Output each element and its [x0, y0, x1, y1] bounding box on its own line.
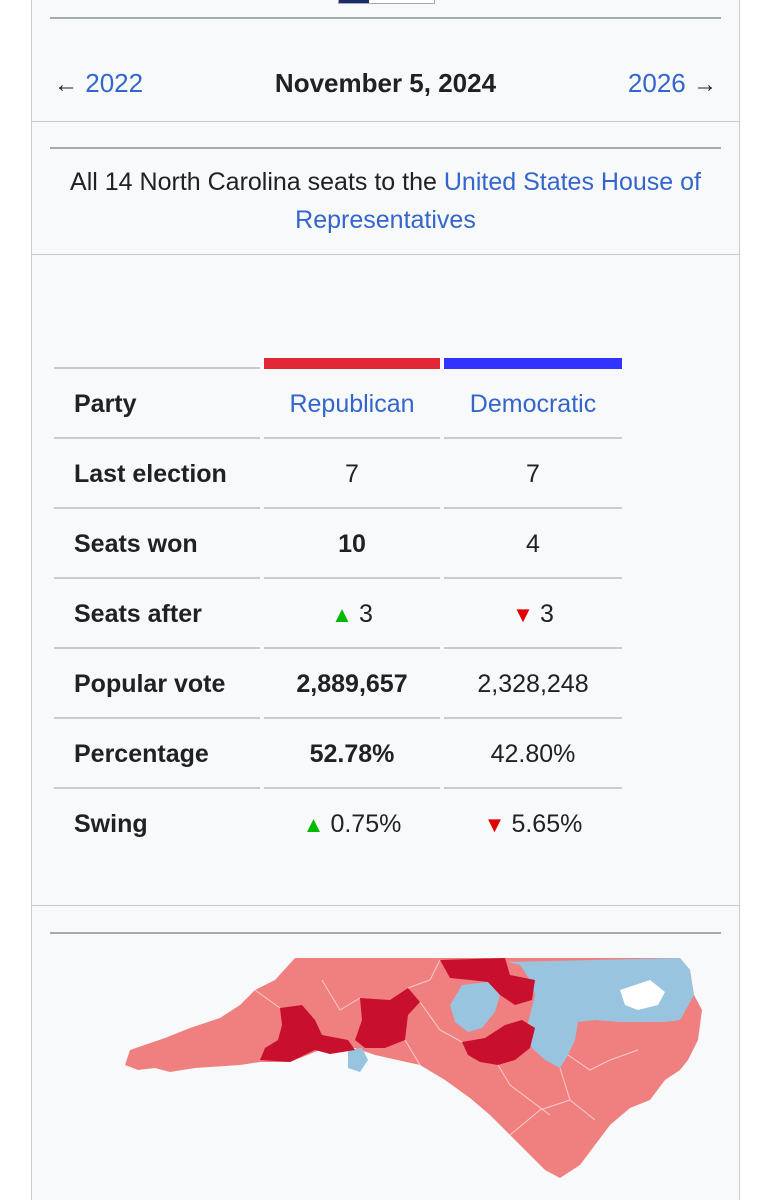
democratic-value: 42.80%: [490, 740, 576, 768]
republican-link[interactable]: Republican: [289, 390, 415, 418]
republican-value: 7: [345, 460, 359, 488]
table-row-seats-won: Seats won 10 4: [54, 509, 622, 579]
row-label: Percentage: [74, 740, 209, 768]
table-row-swing: Swing ▲ 0.75% ▼ 5.65%: [54, 789, 622, 859]
arrow-right-icon: →: [693, 71, 717, 98]
democratic-change: ▼ 3: [444, 579, 622, 649]
table-row-seats-after: Seats after ▲ 3 ▼ 3: [54, 579, 622, 649]
republican-value: 10: [338, 530, 366, 558]
district-shape: [440, 958, 535, 1005]
decrease-triangle-icon: ▼: [483, 812, 506, 837]
next-election-link[interactable]: 2026 →: [628, 66, 717, 102]
increase-triangle-icon: ▲: [302, 812, 325, 837]
republican-value: 2,889,657: [296, 670, 408, 698]
row-label: Seats after: [74, 600, 202, 628]
republican-color-bar: [264, 358, 440, 369]
row-label: Seats won: [74, 530, 198, 558]
election-date: November 5, 2024: [274, 68, 497, 98]
north-carolina-district-map[interactable]: [90, 950, 710, 1185]
divider: [32, 254, 739, 255]
district-shape: [355, 988, 420, 1048]
election-description: All 14 North Carolina seats to the Unite…: [46, 163, 725, 239]
row-label: Popular vote: [74, 670, 226, 698]
divider: [32, 121, 739, 122]
republican-value: 52.78%: [309, 740, 395, 768]
us-house-link[interactable]: United States House of Representatives: [295, 168, 701, 234]
democratic-value: 2,328,248: [477, 670, 589, 698]
republican-value: 0.75%: [330, 810, 402, 838]
water-shape: [620, 980, 665, 1010]
row-label: Swing: [74, 810, 148, 838]
divider: [50, 147, 721, 149]
divider: [50, 932, 721, 934]
decrease-triangle-icon: ▼: [512, 602, 534, 627]
republican-change: ▲ 3: [264, 579, 440, 649]
table-row-percentage: Percentage 52.78% 42.80%: [54, 719, 622, 789]
row-label: Last election: [74, 460, 227, 488]
description-text: All 14 North Carolina seats to the: [70, 168, 444, 196]
democratic-color-bar: [444, 358, 622, 369]
democratic-value: 4: [526, 530, 540, 558]
republican-value: 3: [358, 600, 373, 628]
republican-change: ▲ 0.75%: [264, 789, 440, 859]
previous-election-link[interactable]: ← 2022: [54, 66, 143, 102]
table-row-last-election: Last election 7 7: [54, 439, 622, 509]
flag-image-stub: [338, 0, 435, 4]
table-row-popular-vote: Popular vote 2,889,657 2,328,248: [54, 649, 622, 719]
democratic-value: 5.65%: [511, 810, 583, 838]
previous-year[interactable]: 2022: [85, 68, 144, 98]
election-infobox: ← 2022 November 5, 2024 2026 → All 14 No…: [31, 0, 740, 1200]
democratic-change: ▼ 5.65%: [444, 789, 622, 859]
democratic-link[interactable]: Democratic: [469, 390, 597, 418]
table-row-party: Party Republican Democratic: [54, 369, 622, 439]
increase-triangle-icon: ▲: [331, 602, 353, 627]
democratic-value: 7: [526, 460, 540, 488]
arrow-left-icon: ←: [54, 71, 78, 98]
district-shape: [348, 1048, 368, 1072]
district-shape: [462, 1020, 535, 1065]
district-shape: [260, 1005, 355, 1062]
district-shape: [450, 982, 500, 1032]
next-year[interactable]: 2026: [627, 68, 686, 98]
divider: [32, 905, 739, 906]
democratic-value: 3: [539, 600, 554, 628]
divider: [50, 17, 721, 19]
row-label: Party: [74, 390, 137, 418]
